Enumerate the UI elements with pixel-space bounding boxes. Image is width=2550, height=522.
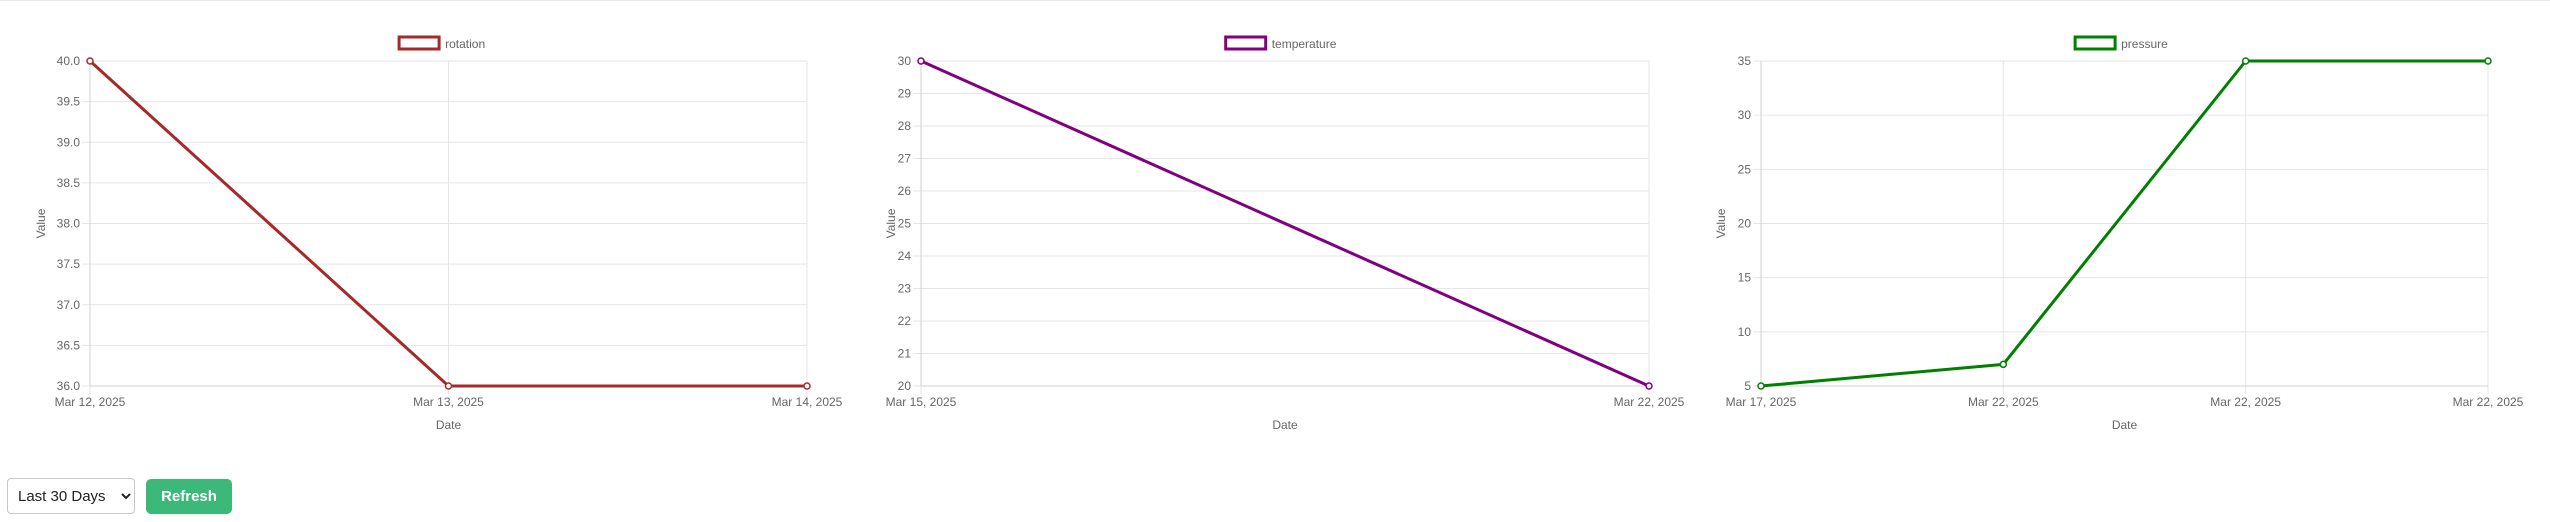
data-point	[2484, 57, 2492, 65]
chart-controls: Last 30 Days Refresh	[7, 478, 232, 514]
y-tick-label: 26	[898, 184, 912, 198]
series-line	[1760, 59, 2488, 388]
y-axis-title: Value	[1714, 208, 1728, 238]
series-line	[920, 59, 1650, 388]
rotation-chart: 40.0 39.5 39.0 38.5 38.0 37.5 37.0 36.5 36.0 Mar …	[34, 35, 843, 432]
legend-label: pressure	[2121, 37, 2168, 51]
y-axis-title: Value	[34, 208, 48, 238]
y-tick-label: 25	[898, 217, 912, 231]
charts-area: 40.0 39.5 39.0 38.5 38.0 37.5 37.0 36.5 36.0 Mar …	[34, 35, 2524, 432]
y-tick-label: 27	[898, 152, 912, 166]
x-axis-title: Date	[2112, 418, 2138, 432]
x-axis-title: Date	[436, 418, 462, 432]
refresh-button[interactable]: Refresh	[146, 478, 232, 514]
legend-swatch	[2073, 35, 2117, 51]
x-tick-label: Mar 22, 2025	[2453, 395, 2524, 409]
y-tick-label: 30	[1738, 108, 1752, 122]
x-tick-label: Mar 13, 2025	[413, 395, 484, 409]
data-point	[444, 382, 453, 390]
y-tick-label: 5	[1744, 379, 1751, 393]
y-tick-label: 22	[898, 314, 912, 328]
y-tick-label: 38.5	[57, 176, 81, 190]
y-tick-label: 25	[1738, 162, 1752, 176]
legend-swatch	[1224, 35, 1268, 51]
data-point	[86, 57, 94, 65]
legend-label: rotation	[445, 37, 485, 51]
y-tick-label: 23	[898, 282, 912, 296]
y-tick-label: 24	[898, 249, 912, 263]
y-tick-label: 10	[1738, 325, 1752, 339]
data-point	[2241, 57, 2250, 65]
pressure-chart: 35 30 25 20 15 10 5 Mar 17, 2025 Mar 22, 2025 Mar…	[1714, 35, 2524, 432]
legend-label: temperature	[1272, 37, 1337, 51]
y-tick-label: 35	[1738, 54, 1752, 68]
x-tick-label: Mar 15, 2025	[886, 395, 957, 409]
data-point	[803, 382, 811, 390]
x-tick-label: Mar 22, 2025	[1968, 395, 2039, 409]
x-tick-label: Mar 14, 2025	[772, 395, 843, 409]
y-tick-label: 37.5	[57, 257, 81, 271]
date-range-select[interactable]: Last 30 Days	[7, 478, 135, 514]
y-tick-label: 38.0	[57, 217, 81, 231]
data-point	[1999, 360, 2008, 369]
x-tick-label: Mar 17, 2025	[1726, 395, 1797, 409]
y-tick-label: 28	[898, 119, 912, 133]
y-tick-label: 36.5	[57, 338, 81, 352]
x-tick-label: Mar 22, 2025	[2210, 395, 2281, 409]
y-tick-label: 20	[1738, 217, 1752, 231]
y-tick-label: 29	[898, 87, 912, 101]
y-axis-title: Value	[884, 208, 898, 238]
y-tick-label: 36.0	[57, 379, 81, 393]
y-tick-label: 39.0	[57, 135, 81, 149]
y-tick-label: 21	[898, 347, 912, 361]
y-tick-label: 40.0	[57, 54, 81, 68]
temperature-chart: 30 29 28 27 26 25 24 23 22 21 20 Mar 15, 2025 Mar 22…	[884, 35, 1685, 432]
legend-swatch	[397, 35, 441, 51]
x-tick-label: Mar 12, 2025	[55, 395, 126, 409]
y-tick-label: 20	[898, 379, 912, 393]
y-tick-label: 30	[898, 54, 912, 68]
data-point	[917, 57, 925, 65]
y-tick-label: 15	[1738, 271, 1752, 285]
data-point	[1645, 382, 1653, 390]
top-divider	[0, 0, 2550, 1]
data-point	[1757, 382, 1765, 390]
y-tick-label: 37.0	[57, 298, 81, 312]
y-tick-label: 39.5	[57, 95, 81, 109]
x-axis-title: Date	[1272, 418, 1298, 432]
x-tick-label: Mar 22, 2025	[1614, 395, 1685, 409]
